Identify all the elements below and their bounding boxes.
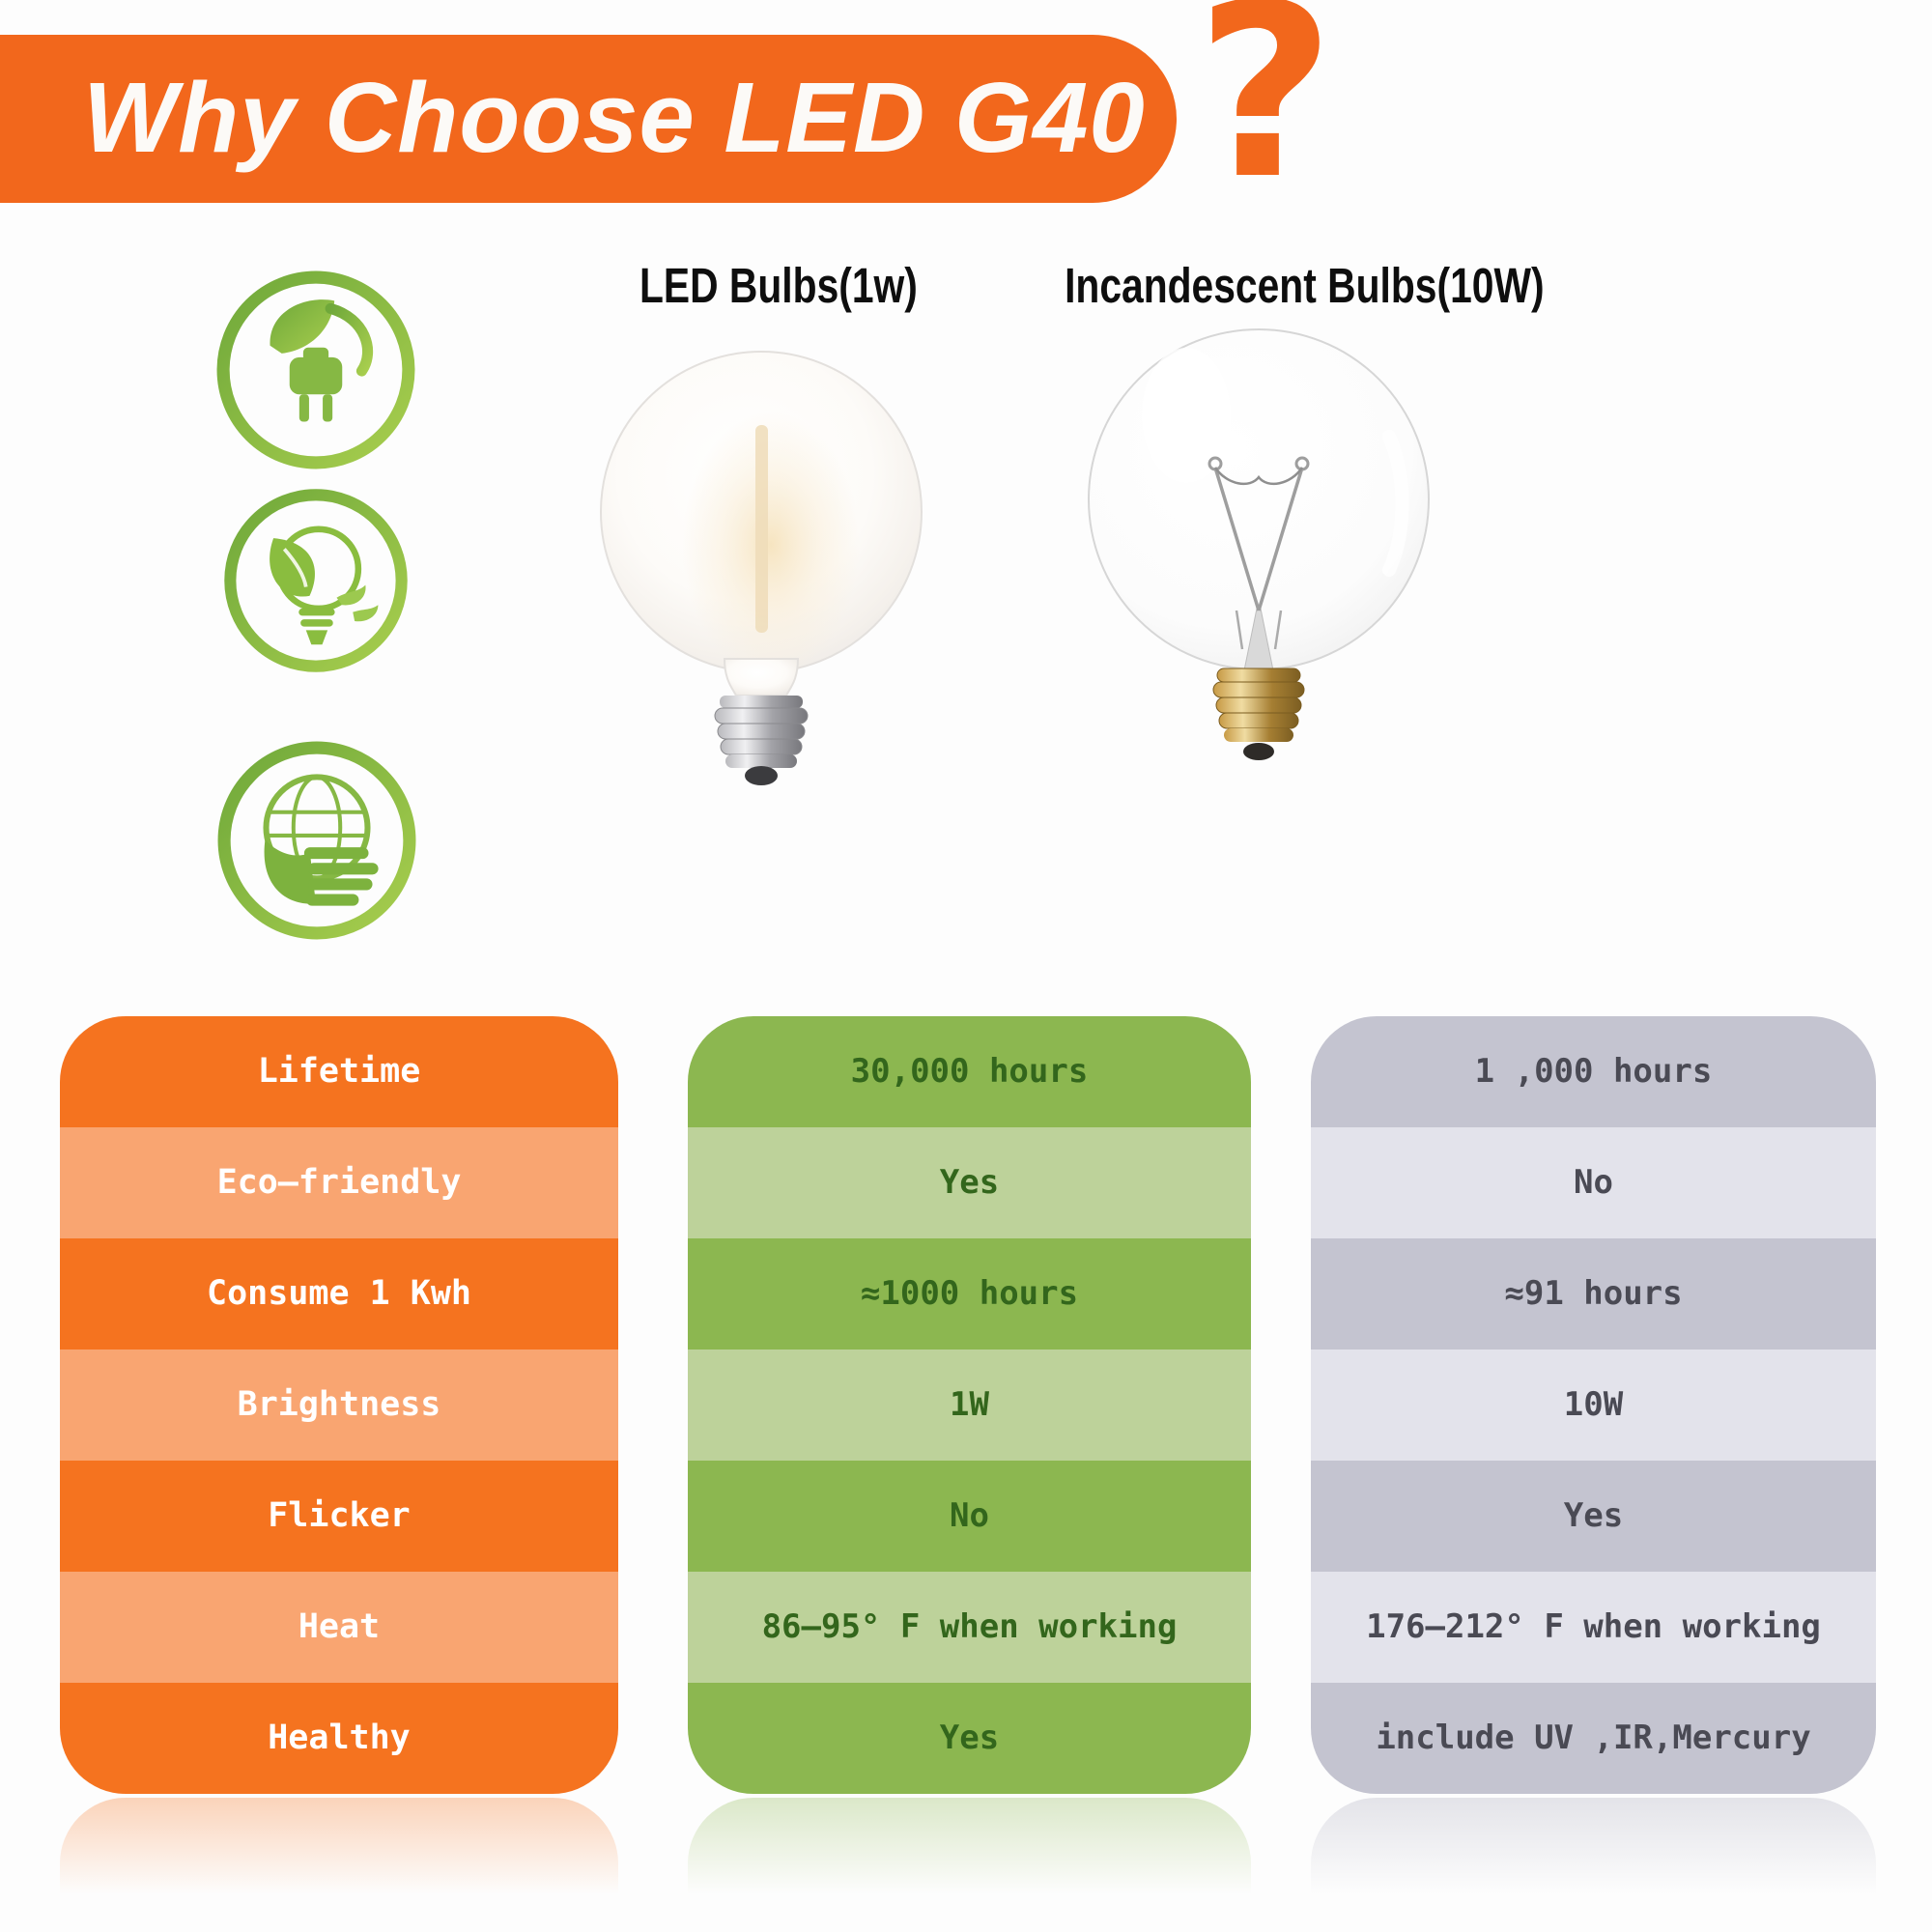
incandescent-value: ≈91 hours — [1311, 1238, 1876, 1350]
attributes-column-reflection — [60, 1798, 618, 1912]
led-value: 86–95° F when working — [688, 1572, 1251, 1683]
incandescent-column-header: Incandescent Bulbs(10W) — [1065, 258, 1545, 313]
incandescent-bulb-image — [1070, 321, 1447, 775]
led-value: Yes — [688, 1127, 1251, 1238]
eco-globe-icon — [214, 738, 419, 943]
led-value: 30,000 hours — [688, 1016, 1251, 1127]
attribute-label: Eco–friendly — [60, 1127, 618, 1238]
led-bulb-image — [578, 340, 945, 794]
title-banner: Why Choose LED G40 — [0, 35, 1177, 203]
question-mark: ? — [1196, 0, 1335, 232]
incandescent-value: 10W — [1311, 1350, 1876, 1461]
led-value: No — [688, 1461, 1251, 1572]
attribute-label: Consume 1 Kwh — [60, 1238, 618, 1350]
attribute-label: Healthy — [60, 1683, 618, 1794]
incandescent-column-reflection — [1311, 1798, 1876, 1912]
led-column-header: LED Bulbs(1w) — [639, 258, 918, 313]
led-value: 1W — [688, 1350, 1251, 1461]
incandescent-value: No — [1311, 1127, 1876, 1238]
attribute-label: Flicker — [60, 1461, 618, 1572]
incandescent-value: Yes — [1311, 1461, 1876, 1572]
attribute-label: Heat — [60, 1572, 618, 1683]
attribute-label: Brightness — [60, 1350, 618, 1461]
attributes-column: Lifetime Eco–friendly Consume 1 Kwh Brig… — [60, 1016, 618, 1794]
incandescent-values-column: 1 ,000 hours No ≈91 hours 10W Yes 176–21… — [1311, 1016, 1876, 1794]
led-value: Yes — [688, 1683, 1251, 1794]
eco-bulb-icon — [221, 486, 411, 675]
led-values-column: 30,000 hours Yes ≈1000 hours 1W No 86–95… — [688, 1016, 1251, 1794]
led-value: ≈1000 hours — [688, 1238, 1251, 1350]
incandescent-value: 176–212° F when working — [1311, 1572, 1876, 1683]
led-column-reflection — [688, 1798, 1251, 1912]
page-title: Why Choose LED G40 — [83, 62, 1146, 173]
attribute-label: Lifetime — [60, 1016, 618, 1127]
incandescent-value: 1 ,000 hours — [1311, 1016, 1876, 1127]
incandescent-value: include UV ,IR,Mercury — [1311, 1683, 1876, 1794]
eco-plug-icon — [213, 268, 418, 472]
